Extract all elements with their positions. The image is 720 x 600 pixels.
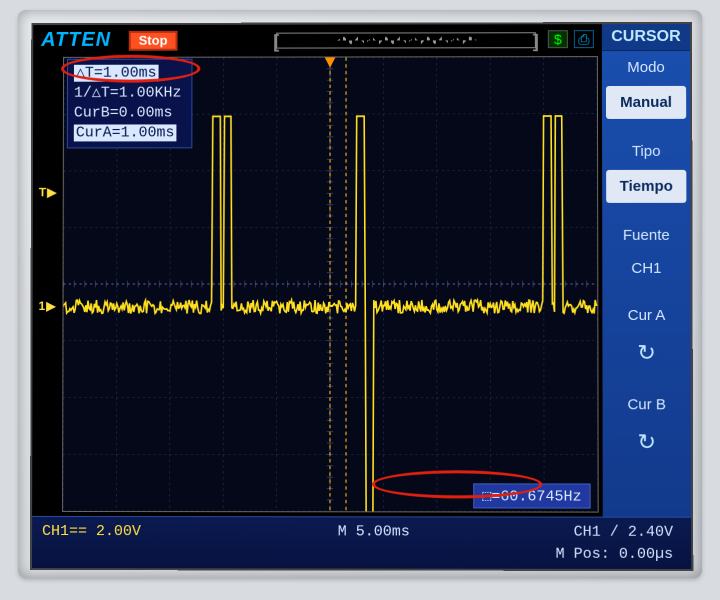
status-timebase: M 5.00ms <box>338 523 410 540</box>
device-bezel: ATTEN Stop [ ] $ ⎙ CURSOR ModoManual Tipo… <box>18 10 702 578</box>
menu-item-manual[interactable]: Manual <box>606 86 686 119</box>
menu-item-tiempo[interactable]: Tiempo <box>606 170 686 203</box>
run-stop-indicator: Stop <box>129 31 178 51</box>
menu-item-modo[interactable]: Modo <box>602 51 690 84</box>
trigger-level-marker: T <box>39 185 57 199</box>
memory-depth-bar: [ ] <box>276 32 536 48</box>
status-ch1-coupling: CH1 / 2.40V <box>574 524 674 541</box>
side-menu-header: CURSOR <box>602 24 690 51</box>
status-m-pos: M Pos: 0.00µs <box>556 546 674 563</box>
dollar-icon: $ <box>548 30 568 48</box>
menu-item-cur b[interactable]: Cur B <box>602 388 690 421</box>
meas-cur-a: CurA=1.00ms <box>74 123 182 143</box>
menu-item-ch1[interactable]: CH1 <box>602 252 690 285</box>
menu-item-cur a[interactable]: Cur A <box>602 299 690 332</box>
status-bar: CH1== 2.00V M 5.00ms CH1 / 2.40V M Pos: … <box>32 516 691 569</box>
meas-cur-b: CurB=0.00ms <box>74 103 182 123</box>
printer-icon: ⎙ <box>574 30 594 48</box>
meas-delta-t: △T=1.00ms <box>74 64 182 84</box>
frequency-readout: ⬚=60.6745Hz <box>473 483 590 508</box>
top-bar: ATTEN Stop [ ] $ ⎙ <box>33 24 690 55</box>
menu-knob-icon[interactable]: ↻ <box>603 421 691 463</box>
status-ch1-scale: CH1== 2.00V <box>42 523 141 540</box>
waveform-preview-icon <box>337 36 477 44</box>
meas-inv-dt: 1/△T=1.00KHz <box>74 84 182 104</box>
menu-item-tipo[interactable]: Tipo <box>602 135 690 168</box>
menu-knob-icon[interactable]: ↻ <box>602 332 690 374</box>
ch1-ground-marker: 1 <box>39 299 56 313</box>
top-status-icons: $ ⎙ <box>548 30 594 48</box>
menu-item-fuente[interactable]: Fuente <box>602 219 690 252</box>
side-menu: CURSOR ModoManual TipoTiempo FuenteCH1 Cur … <box>602 24 691 517</box>
oscilloscope-screen: ATTEN Stop [ ] $ ⎙ CURSOR ModoManual Tipo… <box>30 22 693 571</box>
cursor-measurements-box: △T=1.00ms 1/△T=1.00KHz CurB=0.00ms CurA=… <box>67 59 193 149</box>
brand-logo: ATTEN <box>41 29 111 52</box>
